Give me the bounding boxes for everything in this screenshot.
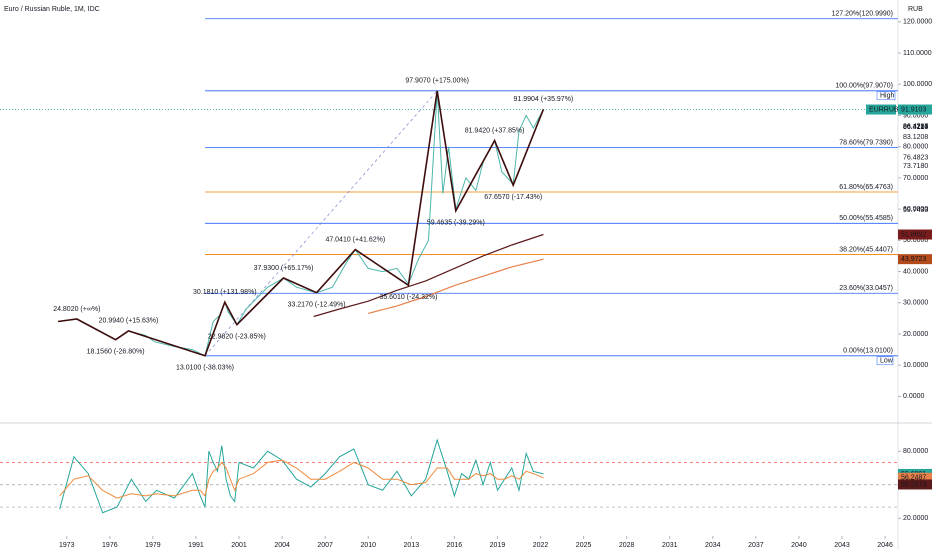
low-box xyxy=(876,356,894,366)
pivot-label: 59.4635 (-39.29%) xyxy=(427,220,485,227)
fib-label: 23.60%(33.0457) xyxy=(839,285,893,292)
x-tick-label: 2007 xyxy=(317,542,333,549)
low-label: Low xyxy=(880,358,894,365)
y-tick-label: 40.0000 xyxy=(903,268,928,275)
y-tick-label: 30.0000 xyxy=(903,300,928,307)
x-tick-label: 2001 xyxy=(231,542,247,549)
pivot-label: 81.9420 (+37.85%) xyxy=(465,127,525,134)
x-tick-label: 2034 xyxy=(705,542,721,549)
price-label: 76.4823 xyxy=(903,155,928,162)
x-tick-label: 1991 xyxy=(188,542,204,549)
price-label: 86.3213 xyxy=(903,124,928,131)
x-tick-label: 2037 xyxy=(748,542,764,549)
fib-label: 78.60%(79.7390) xyxy=(839,139,893,146)
fib-label: 100.00%(97.9070) xyxy=(835,83,893,90)
pivot-label: 97.9070 (+175.00%) xyxy=(405,78,469,85)
rsi-tick-label: 80.0000 xyxy=(903,448,928,455)
price-badge-label: 43.9723 xyxy=(901,256,926,263)
pivot-label: 22.9820 (-23.85%) xyxy=(208,334,266,341)
x-tick-label: 2025 xyxy=(576,542,592,549)
x-tick-label: 2040 xyxy=(791,542,807,549)
rsi-tick-label: 20.0000 xyxy=(903,515,928,522)
pivot-label: 18.1560 (-26.80%) xyxy=(87,349,145,356)
x-tick-label: 2019 xyxy=(490,542,506,549)
price-badge xyxy=(898,104,932,115)
price-badge-label: 91.9103 xyxy=(901,106,926,113)
x-tick-label: 2046 xyxy=(877,542,893,549)
symbol-label: EURRUB xyxy=(869,106,899,113)
high-box xyxy=(876,91,896,101)
y-tick-label: 20.0000 xyxy=(903,331,928,338)
fib-label: 38.20%(45.4407) xyxy=(839,246,893,253)
pivot-label: 67.6570 (-17.43%) xyxy=(484,194,542,201)
y-tick-label: 70.0000 xyxy=(903,175,928,182)
rsi-line xyxy=(59,459,544,499)
price-label: 86.4717 xyxy=(903,123,928,130)
symbol-badge xyxy=(866,104,896,115)
pivot-label: 30.1810 (+131.98%) xyxy=(193,289,257,296)
price-label: 73.7180 xyxy=(903,163,928,170)
y-tick-label: 80.0000 xyxy=(903,144,928,151)
price-label: 86.4124 xyxy=(903,124,928,131)
x-tick-label: 2004 xyxy=(274,542,290,549)
high-label: High xyxy=(880,93,895,100)
pivot-label: 24.8020 (+∞%) xyxy=(53,306,100,313)
fib-label: 50.00%(55.4585) xyxy=(839,215,893,222)
rsi-line xyxy=(59,438,544,514)
pivot-label: 13.0100 (-38.03%) xyxy=(176,365,234,372)
moving-average xyxy=(368,258,544,314)
price-badge xyxy=(898,229,932,240)
x-tick-label: 2013 xyxy=(404,542,420,549)
unit-label: RUB xyxy=(908,6,923,13)
price-label: 86.4266 xyxy=(903,123,928,130)
fib-label: 61.80%(65.4763) xyxy=(839,184,893,191)
y-tick-label: 90.0000 xyxy=(903,112,928,119)
chart-title: Euro / Russian Ruble, 1M, IDC xyxy=(4,6,100,13)
x-tick-label: 2022 xyxy=(533,542,549,549)
moving-average xyxy=(313,233,544,318)
x-tick-label: 2043 xyxy=(834,542,850,549)
x-tick-label: 1973 xyxy=(59,542,75,549)
price-label: 59.7433 xyxy=(903,207,928,214)
y-tick-label: 0.0000 xyxy=(903,393,925,400)
rsi-badge xyxy=(898,479,932,490)
y-tick-label: 120.0000 xyxy=(903,19,932,26)
rsi-badge xyxy=(898,472,932,483)
pivot-label: 47.0410 (+41.62%) xyxy=(325,236,385,243)
pivot-label: 91.9904 (+35.97%) xyxy=(514,96,574,103)
fib-anchor xyxy=(204,90,438,357)
pivot-label: 20.9940 (+15.63%) xyxy=(99,318,159,325)
rsi-badge-label: 50.2573 xyxy=(901,481,926,488)
zigzag-line xyxy=(57,90,545,357)
x-tick-label: 1976 xyxy=(102,542,118,549)
x-tick-label: 2010 xyxy=(360,542,376,549)
y-tick-label: 60.0000 xyxy=(903,206,928,213)
y-tick-label: 10.0000 xyxy=(903,362,928,369)
pivot-label: 33.2170 (-12.49%) xyxy=(288,302,346,309)
rsi-badge-label: 56.2487 xyxy=(901,475,926,482)
y-tick-label: 100.0000 xyxy=(903,81,932,88)
pivot-label: 35.6010 (-24.32%) xyxy=(379,294,437,301)
fib-label: 0.00%(13.0100) xyxy=(843,348,893,355)
y-tick-label: 110.0000 xyxy=(903,50,932,57)
y-tick-label: 50.0000 xyxy=(903,237,928,244)
x-tick-label: 1979 xyxy=(145,542,161,549)
x-tick-label: 2016 xyxy=(447,542,463,549)
price-badge-label: 51.8692 xyxy=(901,231,926,238)
pivot-label: 37.9300 (+65.17%) xyxy=(254,265,314,272)
x-tick-label: 2031 xyxy=(662,542,678,549)
x-tick-label: 2028 xyxy=(619,542,635,549)
price-label: 83.1208 xyxy=(903,134,928,141)
fib-label: 127.20%(120.9990) xyxy=(832,11,894,18)
price-badge xyxy=(898,254,932,265)
